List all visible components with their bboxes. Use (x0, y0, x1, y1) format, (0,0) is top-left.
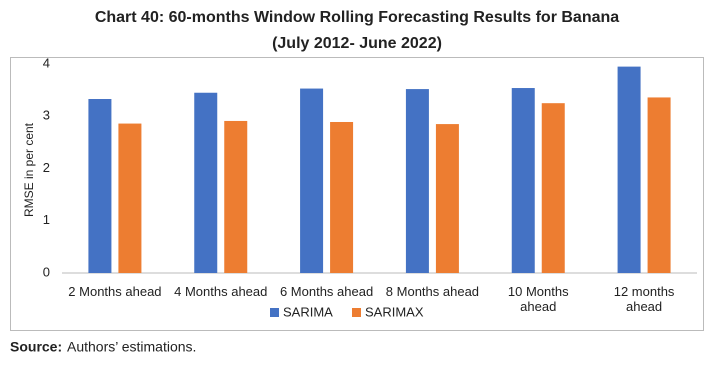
source-label: Source: (10, 339, 62, 355)
y-tick-label: 3 (43, 108, 50, 123)
bar (88, 99, 112, 273)
source-text: Authors’ estimations. (67, 339, 196, 355)
y-axis-label: RMSE in per cent (22, 122, 36, 217)
x-tick-label: 12 months ahead (613, 284, 675, 314)
bar (194, 92, 218, 273)
legend-label: SARIMA (283, 304, 333, 319)
x-tick-label: 10 Months ahead (507, 284, 569, 314)
bar (118, 123, 142, 273)
x-tick-label: 4 Months ahead (174, 284, 268, 299)
bar (405, 89, 429, 273)
legend-swatch (270, 308, 279, 317)
bar (330, 121, 354, 273)
y-tick-label: 2 (43, 160, 50, 175)
bar (541, 103, 565, 273)
legend-label: SARIMAX (365, 304, 424, 319)
x-tick-label: 2 Months ahead (68, 284, 162, 299)
y-tick-label: 1 (43, 212, 50, 227)
bar (511, 88, 535, 273)
bar (300, 88, 324, 274)
bar (647, 97, 671, 273)
chart-subtitle: (July 2012- June 2022) (272, 35, 442, 52)
legend-swatch (352, 308, 361, 317)
bar (617, 66, 641, 273)
x-tick-label: 8 Months ahead (385, 284, 480, 299)
x-tick-label: 6 Months ahead (279, 284, 374, 299)
bar (435, 124, 459, 274)
bar (224, 120, 248, 273)
chart-title: Chart 40: 60-months Window Rolling Forec… (95, 9, 619, 26)
y-tick-label: 4 (43, 55, 50, 70)
chart-frame (10, 57, 704, 331)
y-tick-label: 0 (43, 264, 50, 279)
